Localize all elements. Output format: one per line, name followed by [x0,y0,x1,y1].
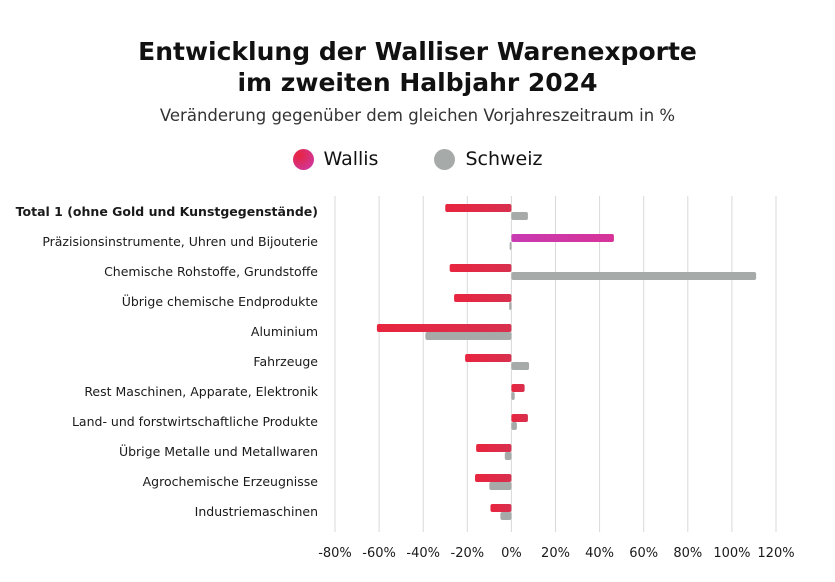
legend-label-schweiz: Schweiz [465,148,543,170]
x-tick-label: 40% [585,546,614,561]
bar-schweiz [489,482,512,490]
category-label: Land- und forstwirtschaftliche Produkte [72,414,318,429]
x-tick-label: 120% [757,546,794,561]
bar-wallis [449,264,512,272]
bar-wallis [376,324,512,332]
x-tick-label: 60% [629,546,658,561]
chart-title-line-2: im zweiten Halbjahr 2024 [237,68,598,97]
category-label: Übrige Metalle und Metallwaren [119,443,318,459]
category-label: Industriemaschinen [195,504,318,519]
x-tick-label: -80% [318,546,352,561]
bar-schweiz [511,392,515,400]
x-tick-label: -60% [362,546,396,561]
bar-wallis [445,204,512,212]
category-label: Aluminium [251,324,318,339]
x-tick-label: 100% [713,546,750,561]
x-tick-label: -20% [451,546,485,561]
x-tick-label: -40% [406,546,440,561]
category-label: Rest Maschinen, Apparate, Elektronik [84,384,318,399]
bar-schweiz [509,302,512,310]
category-label: Agrochemische Erzeugnisse [143,474,319,489]
x-tick-label: 20% [541,546,570,561]
category-label: Total 1 (ohne Gold und Kunstgegenstände) [16,204,318,219]
chart-subtitle: Veränderung gegenüber dem gleichen Vorja… [159,106,676,125]
bar-wallis [511,234,614,242]
bar-schweiz [425,332,512,340]
chart-title-line-1: Entwicklung der Walliser Warenexporte [138,37,697,66]
bar-wallis [454,294,512,302]
bar-wallis [490,504,512,512]
bar-schweiz [500,512,512,520]
bar-schweiz [509,242,512,250]
chart-legend: Wallis Schweiz [0,148,835,170]
category-label: Fahrzeuge [253,354,318,369]
legend-dot-wallis [292,148,314,170]
bar-schweiz [511,422,517,430]
bar-wallis [476,444,512,452]
bar-wallis [511,414,528,422]
category-label: Chemische Rohstoffe, Grundstoffe [104,264,318,279]
legend-label-wallis: Wallis [323,148,379,170]
chart-title: Entwicklung der Walliser Warenexporte im… [0,36,835,98]
legend-item-wallis: Wallis [292,148,379,170]
category-label: Übrige chemische Endprodukte [122,293,319,309]
bar-wallis [465,354,512,362]
bar-wallis [511,384,525,392]
x-tick-label: 0% [501,546,522,561]
legend-dot-schweiz [434,148,456,170]
legend-item-schweiz: Schweiz [434,148,542,170]
bar-schweiz [511,212,528,220]
x-tick-label: 80% [673,546,702,561]
bar-schweiz [511,362,530,370]
bar-schweiz [504,452,512,460]
category-label: Präzisionsinstrumente, Uhren und Bijoute… [42,234,318,249]
bar-wallis [475,474,512,482]
bar-schweiz [511,272,757,280]
